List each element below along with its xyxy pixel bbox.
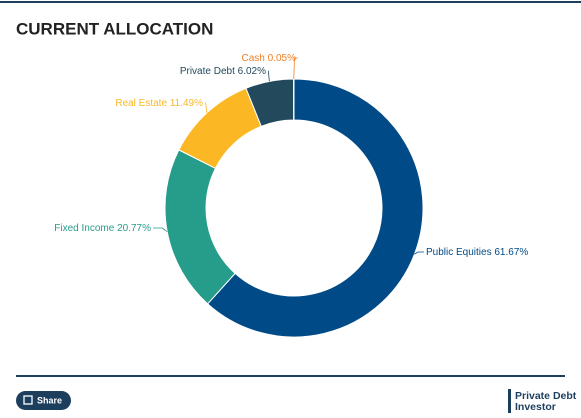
share-label[interactable]: Share xyxy=(37,395,62,405)
logo-text: Private Debt xyxy=(515,390,577,402)
value-label: 11.49% xyxy=(170,98,203,109)
data-label: Fixed Income 20.77% xyxy=(54,223,151,234)
share-button[interactable]: Share xyxy=(16,391,71,410)
value-label: 61.67% xyxy=(494,247,528,258)
category-label: Fixed Income xyxy=(54,223,114,234)
leader-line xyxy=(205,102,208,113)
share-icon xyxy=(23,395,33,405)
value-label: 6.02% xyxy=(238,66,266,77)
leader-line xyxy=(267,70,270,82)
data-label: Private Debt 6.02% xyxy=(180,66,266,77)
category-label: Real Estate xyxy=(115,98,167,109)
data-label: Cash 0.05% xyxy=(242,53,297,64)
category-label: Cash xyxy=(242,53,265,64)
chart-title: CURRENT ALLOCATION xyxy=(16,19,213,38)
donut-slice xyxy=(164,149,236,305)
value-label: 0.05% xyxy=(268,53,296,64)
category-label: Private Debt xyxy=(180,66,235,77)
logo-bar xyxy=(508,389,511,413)
data-label: Real Estate 11.49% xyxy=(115,98,203,109)
data-label: Public Equities 61.67% xyxy=(426,247,528,258)
value-label: 20.77% xyxy=(117,223,151,234)
leader-line xyxy=(293,57,298,80)
category-label: Public Equities xyxy=(426,247,492,258)
logo-text: Investor xyxy=(515,401,556,413)
leader-line xyxy=(414,251,424,255)
leader-line xyxy=(153,227,168,233)
donut-slice xyxy=(206,78,424,338)
